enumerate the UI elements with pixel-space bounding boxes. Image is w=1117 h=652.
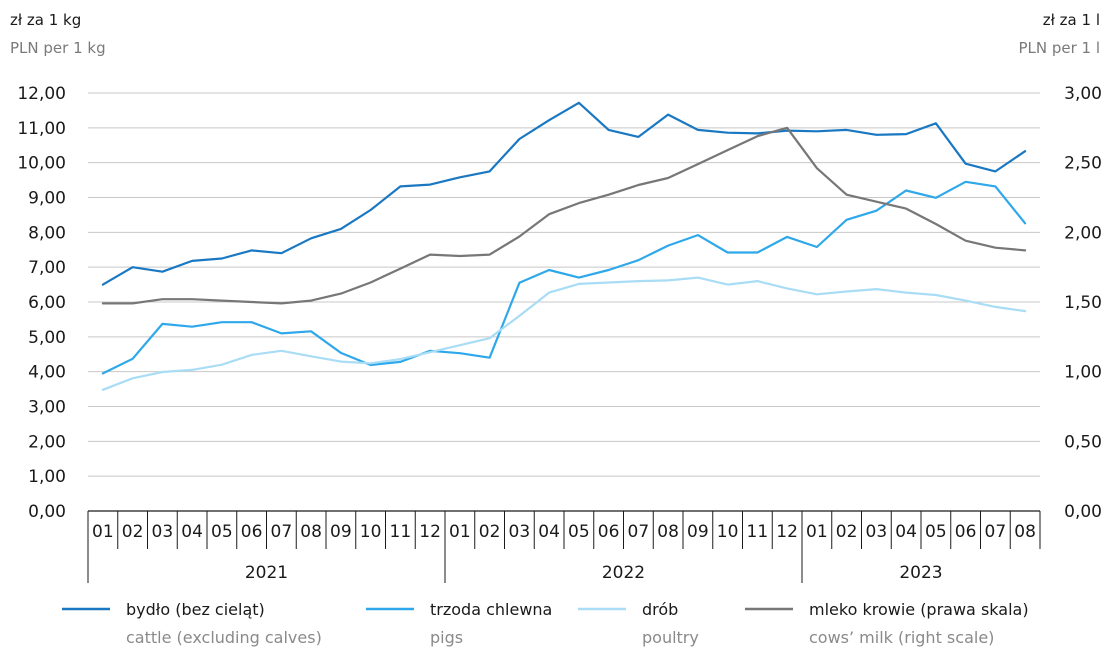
month-label: 11 — [390, 522, 412, 542]
month-label: 06 — [241, 522, 263, 542]
right-tick-label: 0,50 — [1064, 432, 1102, 452]
month-label: 06 — [955, 522, 977, 542]
left-tick-label: 2,00 — [28, 432, 66, 452]
series-line-3 — [101, 126, 1027, 305]
left-tick-label: 5,00 — [28, 328, 66, 348]
right-tick-label: 3,00 — [1064, 84, 1102, 104]
legend-label: mleko krowie (prawa skala) — [809, 600, 1029, 619]
left-tick-label: 6,00 — [28, 293, 66, 313]
month-label: 09 — [330, 522, 352, 542]
right-tick-label: 1,50 — [1064, 293, 1102, 313]
month-label: 05 — [211, 522, 233, 542]
left-tick-label: 9,00 — [28, 189, 66, 209]
series-lines — [101, 101, 1027, 391]
legend-sublabel: poultry — [642, 628, 699, 647]
right-unit-sublabel: PLN per 1 l — [1018, 39, 1100, 57]
year-label: 2023 — [899, 563, 942, 583]
right-unit-label: zł za 1 l — [1043, 11, 1100, 29]
legend: bydło (bez cieląt) cattle (excluding calv… — [62, 600, 1029, 647]
series-line-1 — [101, 180, 1027, 375]
legend-sublabel: cows’ milk (right scale) — [809, 628, 994, 647]
month-label: 12 — [776, 522, 798, 542]
right-tick-label: 2,00 — [1064, 223, 1102, 243]
month-label: 10 — [717, 522, 739, 542]
legend-label: bydło (bez cieląt) — [126, 600, 265, 619]
month-label: 07 — [628, 522, 650, 542]
left-unit-label: zł za 1 kg — [10, 11, 81, 29]
gridlines — [88, 92, 1040, 512]
legend-sublabel: cattle (excluding calves) — [126, 628, 322, 647]
series-line-0 — [101, 101, 1027, 286]
x-axis: 01 02 03 04 05 06 07 08 09 10 11 12 01 02 03 04 05 06 07 08… — [87, 511, 1041, 583]
month-label: 02 — [479, 522, 501, 542]
month-label: 02 — [122, 522, 144, 542]
left-tick-label: 10,00 — [17, 154, 66, 174]
month-label: 02 — [836, 522, 858, 542]
month-label: 05 — [925, 522, 947, 542]
right-tick-label: 0,00 — [1064, 502, 1102, 522]
legend-label: drób — [642, 600, 678, 619]
year-label: 2021 — [245, 563, 288, 583]
month-label: 03 — [152, 522, 174, 542]
left-tick-label: 0,00 — [28, 502, 66, 522]
left-unit-sublabel: PLN per 1 kg — [10, 39, 106, 57]
left-tick-label: 1,00 — [28, 467, 66, 487]
month-label: 09 — [687, 522, 709, 542]
month-label: 05 — [568, 522, 590, 542]
month-label: 06 — [598, 522, 620, 542]
month-label: 08 — [300, 522, 322, 542]
left-tick-label: 11,00 — [17, 119, 66, 139]
month-label: 01 — [806, 522, 828, 542]
month-label: 10 — [360, 522, 382, 542]
year-label: 2022 — [602, 563, 645, 583]
month-label: 04 — [181, 522, 203, 542]
month-label: 03 — [866, 522, 888, 542]
left-tick-label: 4,00 — [28, 363, 66, 383]
month-label: 12 — [419, 522, 441, 542]
left-tick-label: 7,00 — [28, 258, 66, 278]
legend-label: trzoda chlewna — [430, 600, 552, 619]
month-label: 08 — [1014, 522, 1036, 542]
month-label: 07 — [985, 522, 1007, 542]
left-tick-label: 8,00 — [28, 223, 66, 243]
left-tick-label: 12,00 — [17, 84, 66, 104]
left-tick-label: 3,00 — [28, 398, 66, 418]
right-axis-ticks: 0,00 0,50 1,00 1,50 2,00 2,50 3,00 — [1064, 84, 1102, 522]
month-label: 11 — [747, 522, 769, 542]
month-label: 01 — [92, 522, 114, 542]
month-label: 04 — [538, 522, 560, 542]
month-label: 08 — [657, 522, 679, 542]
month-label: 07 — [271, 522, 293, 542]
series-line-2 — [101, 276, 1027, 391]
month-label: 04 — [895, 522, 917, 542]
right-tick-label: 2,50 — [1064, 154, 1102, 174]
month-label: 03 — [509, 522, 531, 542]
month-label: 01 — [449, 522, 471, 542]
right-tick-label: 1,00 — [1064, 363, 1102, 383]
left-axis-ticks: 0,00 1,00 2,00 3,00 4,00 5,00 6,00 7,00 8,00 9,00… — [17, 84, 66, 522]
legend-sublabel: pigs — [430, 628, 463, 647]
